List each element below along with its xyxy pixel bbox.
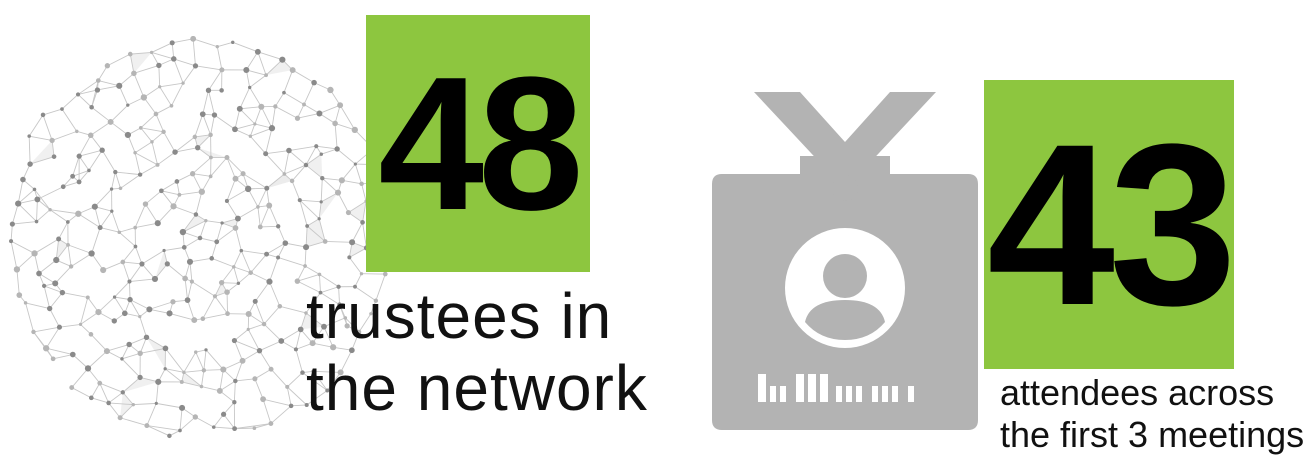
barcode: [758, 374, 914, 402]
trustees-count: 48: [378, 37, 583, 250]
lanyard-shape: [754, 92, 936, 168]
attendees-caption: attendees across the first 3 meetings: [1000, 372, 1305, 455]
network-globe-icon: [9, 36, 393, 439]
attendees-count-box: 43: [984, 80, 1237, 369]
avatar-body: [805, 300, 885, 340]
avatar-head: [823, 254, 867, 298]
trustees-count-box: 48: [366, 15, 590, 272]
id-badge-icon: [712, 92, 978, 430]
trustees-caption: trustees in the network: [306, 280, 648, 424]
attendees-count: 43: [987, 96, 1237, 353]
